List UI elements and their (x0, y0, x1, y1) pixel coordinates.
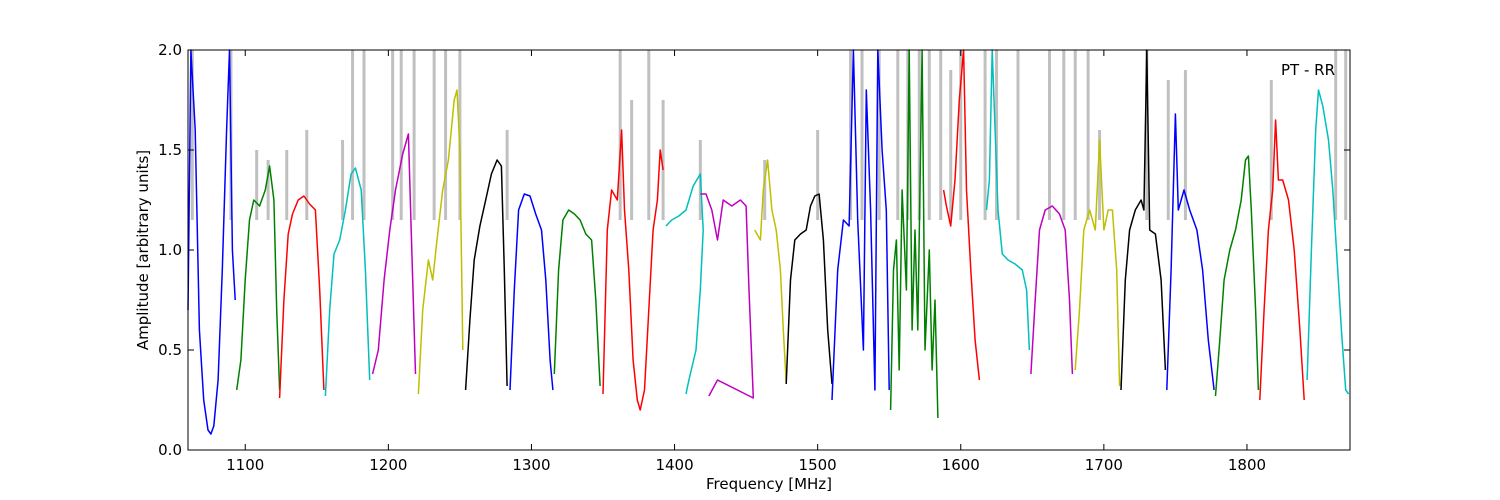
annotation-label: PT - RR (1281, 61, 1335, 79)
series-line (187, 49, 236, 435)
series-line (1259, 119, 1305, 401)
y-tick-label: 1.5 (158, 141, 182, 159)
x-tick-label: 1700 (1085, 456, 1123, 474)
y-axis-title: Amplitude [arbitrary units] (134, 150, 152, 350)
series-line (602, 129, 664, 411)
series-line (985, 49, 1031, 351)
reference-spikes (190, 50, 1348, 220)
series-line (785, 193, 833, 385)
series-line (464, 159, 508, 391)
y-tick-label: 2.0 (158, 41, 182, 59)
y-tick-label: 0.0 (158, 441, 182, 459)
series-line (1214, 155, 1260, 397)
x-tick-label: 1500 (799, 456, 837, 474)
series-line (665, 173, 704, 395)
series-line (324, 167, 371, 397)
series-line (371, 133, 417, 375)
series-line (278, 195, 325, 399)
series-line (1120, 49, 1167, 391)
series-line (553, 209, 601, 387)
series-line (1030, 205, 1074, 375)
series-line (942, 49, 981, 381)
series-line (509, 193, 554, 391)
plot-frame (187, 49, 1351, 451)
series-line (831, 49, 890, 401)
y-tick-label: 1.0 (158, 241, 182, 259)
series-line (1166, 113, 1215, 391)
series-lines (187, 49, 1350, 435)
series-line (889, 49, 939, 419)
x-tick-label: 1600 (942, 456, 980, 474)
x-tick-label: 1800 (1228, 456, 1266, 474)
series-line (417, 89, 464, 395)
series-line (700, 193, 755, 399)
series-line (235, 165, 281, 391)
x-tick-label: 1100 (226, 456, 264, 474)
y-tick-label: 0.5 (158, 341, 182, 359)
series-line (1306, 89, 1350, 395)
series-line (1074, 139, 1121, 387)
x-tick-label: 1400 (655, 456, 693, 474)
x-tick-label: 1200 (369, 456, 407, 474)
ticks: 1100 1200 1300 1400 1500 1600 1700 1800 0.0 0.5 1.… (158, 41, 1350, 474)
x-tick-label: 1300 (512, 456, 550, 474)
x-axis-title: Frequency [MHz] (706, 475, 832, 493)
series-line (754, 159, 787, 383)
